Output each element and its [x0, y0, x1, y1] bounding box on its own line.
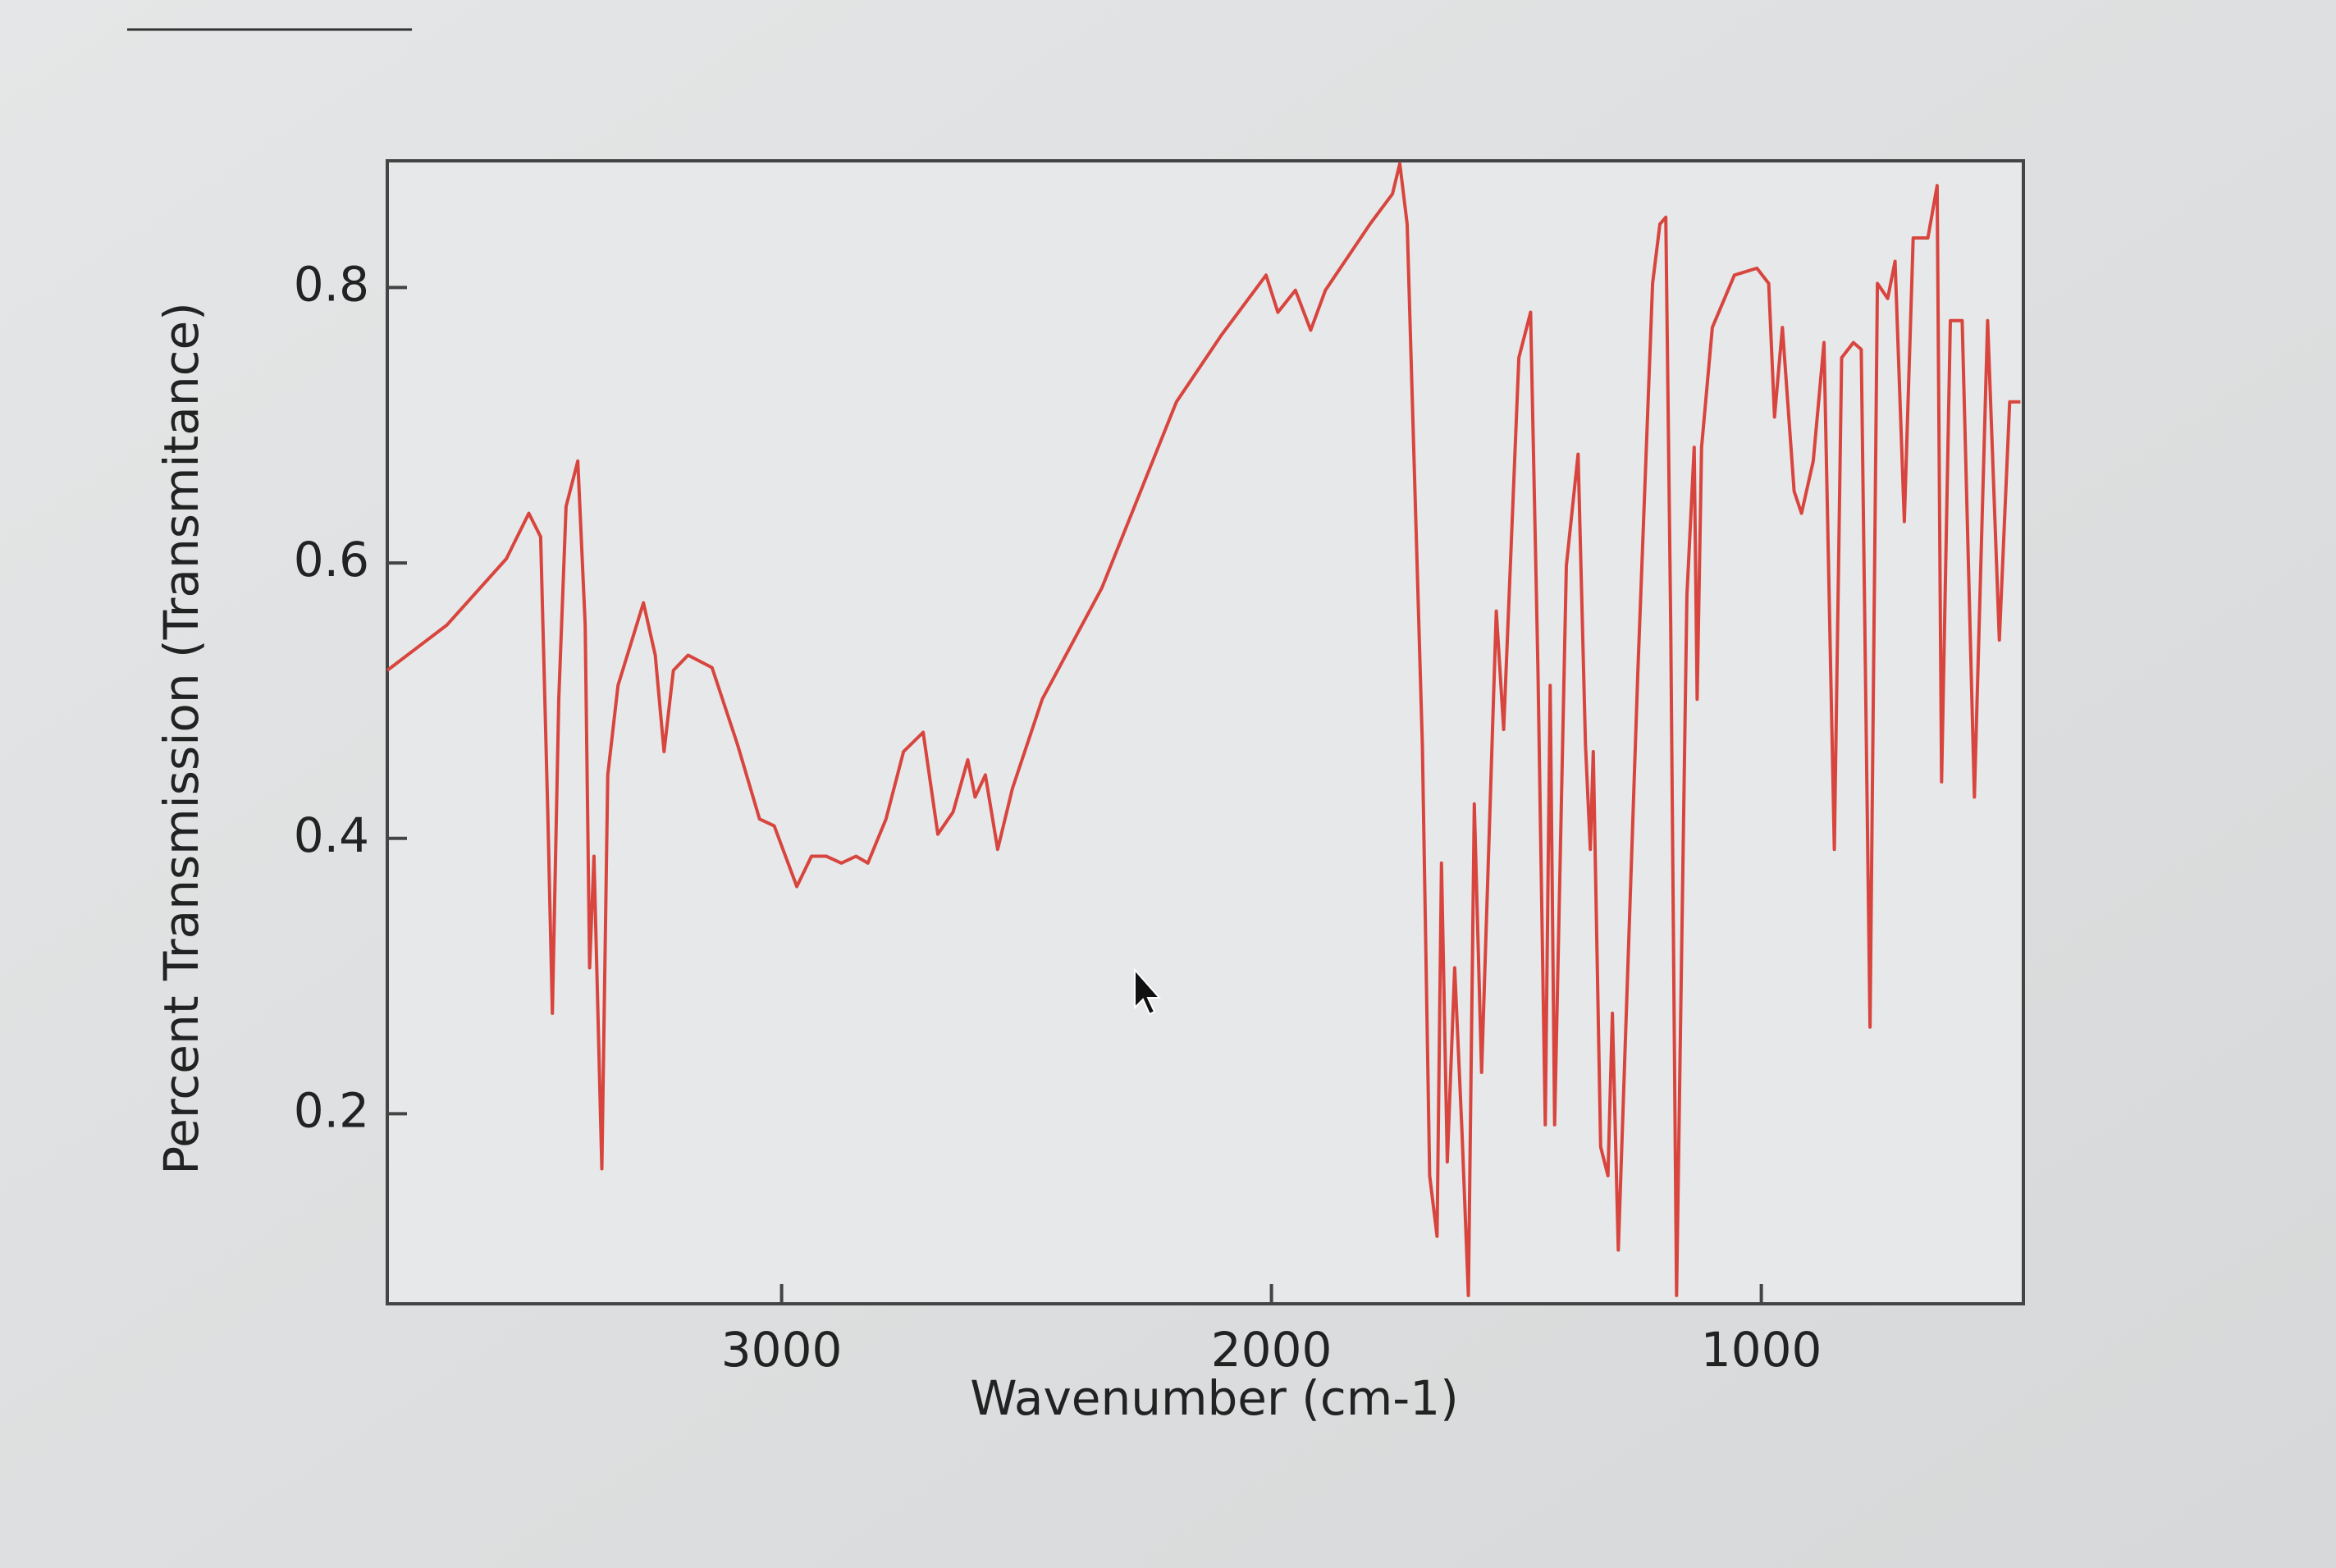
- x-tick-label: 2000: [1211, 1322, 1333, 1378]
- y-tick-label: 0.4: [294, 807, 369, 863]
- x-axis-label: Wavenumber (cm-1): [970, 1370, 1458, 1426]
- mouse-cursor: [1134, 967, 1162, 1016]
- y-axis-label: Percent Transmission (Transmitance): [153, 302, 209, 1175]
- x-tick-label: 1000: [1701, 1322, 1822, 1378]
- y-tick-label: 0.6: [294, 532, 369, 587]
- y-tick-label: 0.8: [294, 257, 369, 313]
- x-tick-label: 3000: [721, 1322, 843, 1378]
- plot-area: [386, 159, 2025, 1305]
- y-tick-label: 0.2: [294, 1083, 369, 1139]
- spectrum-line: [386, 162, 2021, 1297]
